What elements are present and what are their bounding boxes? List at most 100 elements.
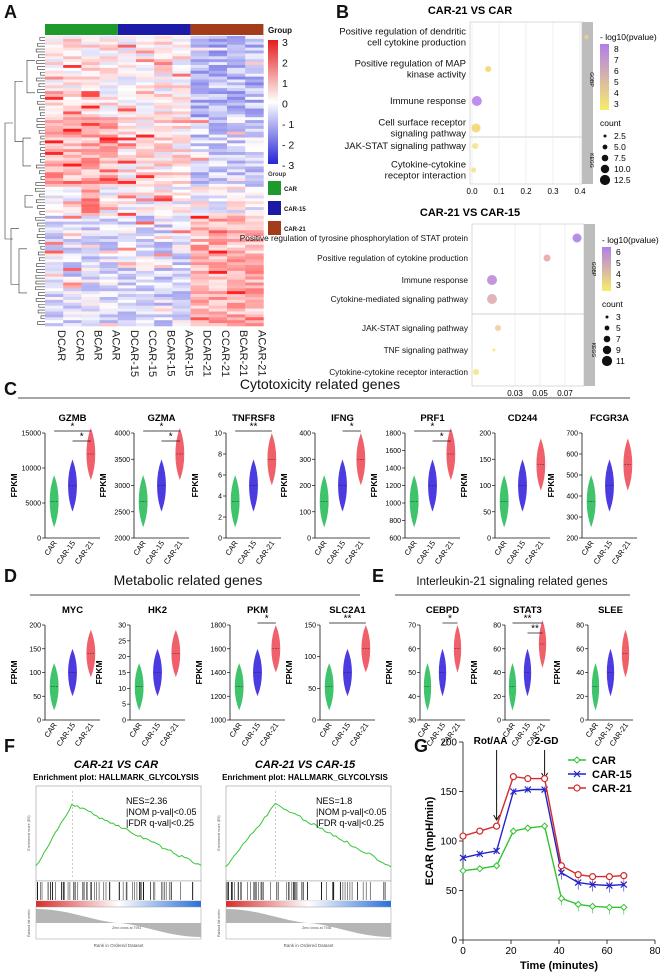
heatmap-cell <box>81 99 100 103</box>
heatmap-cell <box>154 73 173 77</box>
heatmap-cell <box>172 73 191 77</box>
heatmap-cell <box>208 259 228 263</box>
heatmap-cell <box>245 50 264 54</box>
group-label: CAR-21 <box>158 721 181 748</box>
heatmap-cell <box>172 114 191 118</box>
heatmap-cell <box>81 195 100 199</box>
heatmap-cell <box>81 236 100 240</box>
ytick-label: 4 <box>218 494 222 501</box>
count-tick: 7 <box>616 334 621 344</box>
heatmap-cell <box>227 221 246 225</box>
heatmap-cell <box>63 230 82 234</box>
heatmap-cell <box>99 140 119 144</box>
heatmap-cell <box>63 85 82 89</box>
heatmap-cell <box>227 76 246 80</box>
heatmap-cell <box>63 288 82 292</box>
count-tick: 10.0 <box>614 164 631 174</box>
heatmap-cell <box>63 146 82 150</box>
ylabel-fpkm: FPKM <box>98 473 108 497</box>
heatmap-cell <box>172 172 191 176</box>
heatmap-cell <box>117 47 137 51</box>
heatmap-cell <box>63 67 82 72</box>
heatmap-cell <box>63 99 82 103</box>
ylabel-fpkm: FPKM <box>284 660 294 684</box>
heatmap-cell <box>45 268 64 272</box>
heatmap-cell <box>227 183 246 188</box>
heatmap-cell <box>99 91 119 95</box>
heatmap-cell <box>45 244 64 248</box>
heatmap-cell <box>208 53 228 57</box>
heatmap-cell <box>190 186 210 190</box>
heatmap-cell <box>208 125 228 130</box>
heatmap-cell <box>154 221 173 225</box>
heatmap-cell <box>154 44 173 48</box>
heatmap-cell <box>208 111 228 115</box>
heatmap-cell <box>99 111 119 115</box>
ecar-point <box>524 786 532 793</box>
heatmap-cell <box>81 241 100 246</box>
heatmap-cell <box>136 166 155 170</box>
heatmap-cell <box>136 172 155 176</box>
heatmap-cell <box>172 273 191 277</box>
heatmap-cell <box>81 259 100 263</box>
pvalue-tick: 3 <box>614 99 619 109</box>
heatmap-cell <box>99 99 119 103</box>
heatmap-cell <box>154 175 173 179</box>
ecar-point <box>605 903 614 912</box>
heatmap-cell <box>45 163 64 167</box>
heatmap-cell <box>154 204 173 208</box>
heatmap-cell <box>117 178 137 182</box>
heatmap-cell <box>190 227 210 231</box>
heatmap-cell <box>117 320 137 324</box>
heatmap-cell <box>172 146 191 150</box>
heatmap-cell <box>136 44 155 48</box>
heatmap-cell <box>172 123 191 127</box>
heatmap-cell <box>136 241 155 246</box>
heatmap-cell <box>81 108 100 112</box>
heatmap-cell <box>136 244 155 248</box>
heatmap-cell <box>208 123 228 127</box>
heatmap-cell <box>172 218 191 222</box>
heatmap-cell <box>154 212 173 217</box>
heatmap-cell <box>208 160 228 164</box>
ytick-label: 40 <box>576 670 584 677</box>
heatmap-cell <box>117 285 137 289</box>
heatmap-cell <box>208 244 228 248</box>
heatmap-cell <box>136 82 155 86</box>
heatmap-cell <box>245 82 264 86</box>
heatmap-cell <box>208 308 228 312</box>
heatmap-cell <box>117 262 137 266</box>
heatmap-cell <box>99 192 119 196</box>
heatmap-cell <box>154 99 173 103</box>
heatmap-cell <box>172 65 191 69</box>
heatmap-cell <box>81 94 100 98</box>
ecar-point <box>620 872 628 880</box>
heatmap-cell <box>81 172 100 176</box>
heatmap-cell <box>117 85 137 89</box>
gsea-ylabel-top: Enrichment score (ES) <box>217 815 221 850</box>
heatmap-cell <box>63 70 82 74</box>
heatmap-cell <box>154 88 173 92</box>
heatmap-cell <box>45 204 64 208</box>
heatmap-cell <box>245 320 264 324</box>
ecar-ytick-label: 150 <box>440 787 457 798</box>
heatmap-cell <box>245 117 264 121</box>
heatmap-cell <box>117 111 137 115</box>
heatmap-cell <box>245 94 264 98</box>
enrichment-term-label: TNF signaling pathway <box>384 345 469 355</box>
heatmap-cell <box>81 96 100 101</box>
heatmap-cell <box>117 166 137 170</box>
heatmap-cell <box>227 247 246 251</box>
heatmap-cell <box>190 38 210 43</box>
ecar-point <box>493 847 501 855</box>
gene-name: PRF1 <box>420 413 445 424</box>
count-tick: 3 <box>616 312 621 322</box>
enrichment-xtick: 0.0 <box>466 187 478 196</box>
heatmap-cell <box>190 270 210 275</box>
heatmap-cell <box>208 149 228 153</box>
heatmap-cell <box>45 183 64 188</box>
heatmap-cell <box>136 38 155 43</box>
heatmap-column-label: CCAR-15 <box>146 330 158 377</box>
ylabel-fpkm: FPKM <box>194 660 204 684</box>
